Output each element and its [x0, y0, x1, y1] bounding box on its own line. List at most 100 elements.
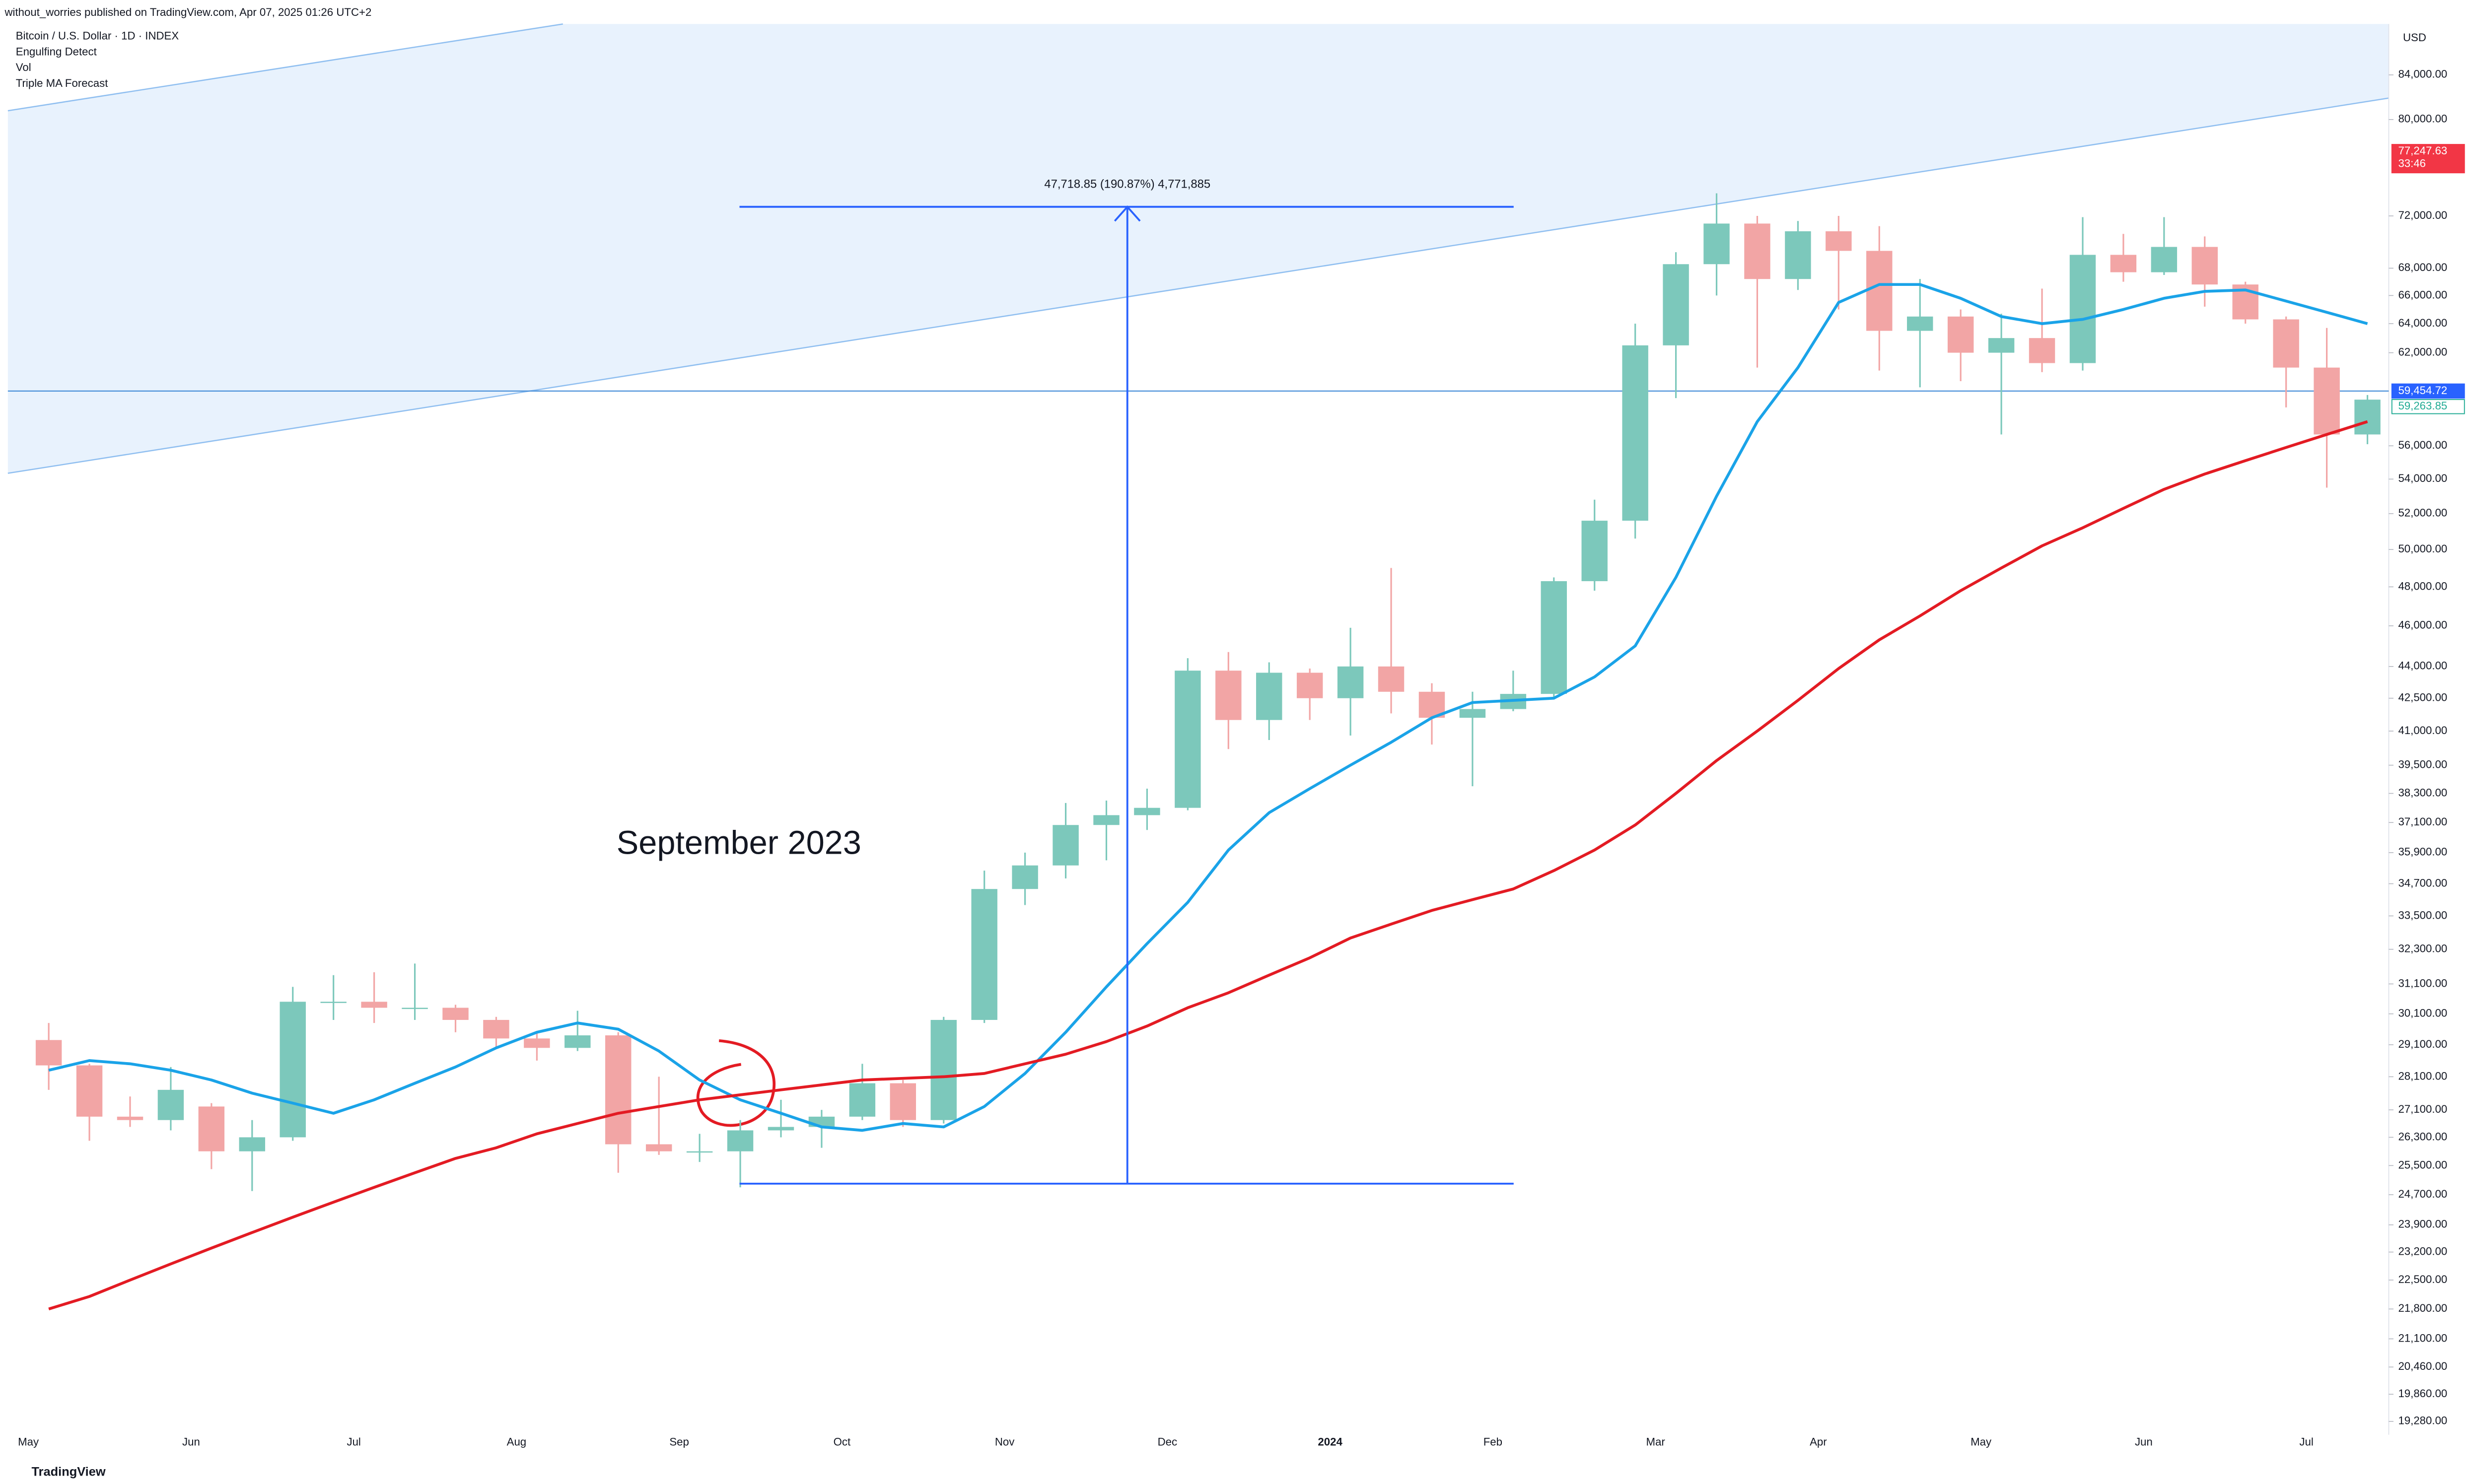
candle-body: [2354, 400, 2381, 435]
candle-body: [1826, 231, 1852, 251]
candle-body: [1622, 345, 1648, 521]
y-tick-label: 54,000.00: [2398, 472, 2447, 484]
candle-body: [198, 1106, 225, 1151]
x-tick-label: Apr: [1810, 1436, 1827, 1448]
annotation: September 2023: [617, 825, 861, 862]
candle-body: [2069, 255, 2096, 363]
candle-body: [1663, 264, 1689, 345]
candle-body: [320, 1002, 347, 1003]
y-tick-label: 31,100.00: [2398, 977, 2447, 989]
y-tick-label: 66,000.00: [2398, 288, 2447, 301]
y-tick-label: 29,100.00: [2398, 1038, 2447, 1050]
x-tick-label: Sep: [669, 1436, 689, 1448]
moving-average: [48, 420, 2368, 1311]
y-tick-label: 68,000.00: [2398, 261, 2447, 273]
y-tick-label: 23,900.00: [2398, 1218, 2447, 1230]
x-tick-label: Dec: [1158, 1436, 1178, 1448]
candle-body: [2029, 338, 2055, 363]
candle-body: [808, 1116, 835, 1127]
legend-indicator: Triple MA Forecast: [16, 77, 108, 89]
y-tick-label: 38,300.00: [2398, 786, 2447, 799]
price-countdown: 33:46: [2398, 157, 2426, 170]
candle-body: [890, 1083, 916, 1120]
candle-body: [1541, 581, 1567, 694]
measure-arrowhead: [1114, 205, 1141, 222]
header: without_worries published on TradingView…: [4, 6, 372, 18]
candle-body: [2110, 255, 2137, 272]
candle-body: [768, 1127, 794, 1131]
x-tick-label: Oct: [834, 1436, 851, 1448]
candle-body: [1906, 316, 1933, 331]
measure-label: 47,718.85 (190.87%) 4,771,885: [1044, 178, 1210, 191]
y-tick-label: 24,700.00: [2398, 1188, 2447, 1200]
candle-body: [1785, 231, 1811, 279]
y-tick-label: 35,900.00: [2398, 846, 2447, 858]
candle-body: [1866, 251, 1893, 331]
candle-body: [35, 1040, 62, 1066]
candle-body: [1988, 338, 2015, 353]
y-tick-label: 37,100.00: [2398, 815, 2447, 828]
candle-body: [239, 1137, 266, 1151]
candle-body: [483, 1019, 509, 1039]
y-tick-label: 62,000.00: [2398, 346, 2447, 358]
candle-body: [1093, 815, 1120, 825]
y-tick-label: 72,000.00: [2398, 209, 2447, 221]
candle-body: [1459, 709, 1486, 718]
candle-body: [1012, 865, 1038, 889]
candle-body: [1744, 223, 1770, 279]
moving-average: [48, 283, 2368, 1132]
x-tick-label: May: [1971, 1436, 1992, 1448]
y-tick-label: 21,100.00: [2398, 1332, 2447, 1344]
x-tick-label: May: [18, 1436, 39, 1448]
y-tick-label: 44,000.00: [2398, 660, 2447, 672]
candle-body: [1256, 673, 1282, 720]
candle-body: [157, 1089, 184, 1120]
y-tick-label: 23,200.00: [2398, 1245, 2447, 1258]
candle-body: [1947, 316, 1974, 353]
price-label-box: [2391, 383, 2465, 399]
y-tick-label: 20,460.00: [2398, 1360, 2447, 1372]
channel-fill: [7, 24, 2389, 473]
price-label: 59,454.72: [2398, 384, 2447, 397]
candle-body: [280, 1002, 306, 1138]
y-tick-label: 22,500.00: [2398, 1273, 2447, 1285]
candle-body: [1337, 666, 1364, 698]
y-tick-label: 26,300.00: [2398, 1130, 2447, 1143]
candle-body: [442, 1008, 469, 1020]
candle-body: [1581, 521, 1608, 581]
candle-body: [605, 1035, 632, 1145]
x-tick-label: Jun: [182, 1436, 200, 1448]
y-tick-label: 32,300.00: [2398, 943, 2447, 955]
y-tick-label: 28,100.00: [2398, 1070, 2447, 1082]
legend-indicator: Vol: [16, 61, 31, 73]
y-tick-label: 56,000.00: [2398, 439, 2447, 451]
x-tick-label: Jul: [2299, 1436, 2313, 1448]
price-label: 77,247.63: [2398, 144, 2447, 157]
x-tick-label: Jul: [347, 1436, 360, 1448]
y-tick-label: 30,100.00: [2398, 1007, 2447, 1019]
candle-body: [2273, 319, 2299, 368]
price-label-box: [2391, 144, 2465, 174]
y-tick-label: 27,100.00: [2398, 1103, 2447, 1115]
candle-body: [1703, 223, 1730, 265]
x-tick-label: 2024: [1318, 1436, 1342, 1448]
y-tick-label: 48,000.00: [2398, 580, 2447, 592]
y-tick-label: 42,500.00: [2398, 691, 2447, 704]
candle-body: [361, 1002, 387, 1008]
legend-indicator: Engulfing Detect: [16, 45, 97, 58]
channel-upper: [7, 23, 563, 112]
candle-body: [117, 1116, 143, 1120]
candle-body: [686, 1151, 713, 1153]
legend-symbol: Bitcoin / U.S. Dollar · 1D · INDEX: [16, 30, 179, 42]
y-tick-label: 34,700.00: [2398, 877, 2447, 889]
axis-unit: USD: [2403, 31, 2426, 44]
x-tick-label: Mar: [1646, 1436, 1665, 1448]
candle-body: [1378, 666, 1405, 692]
y-tick-label: 21,800.00: [2398, 1302, 2447, 1314]
y-tick-label: 19,280.00: [2398, 1415, 2447, 1427]
candle-body: [2191, 247, 2218, 285]
candle-body: [1296, 673, 1323, 698]
x-tick-label: Feb: [1483, 1436, 1502, 1448]
